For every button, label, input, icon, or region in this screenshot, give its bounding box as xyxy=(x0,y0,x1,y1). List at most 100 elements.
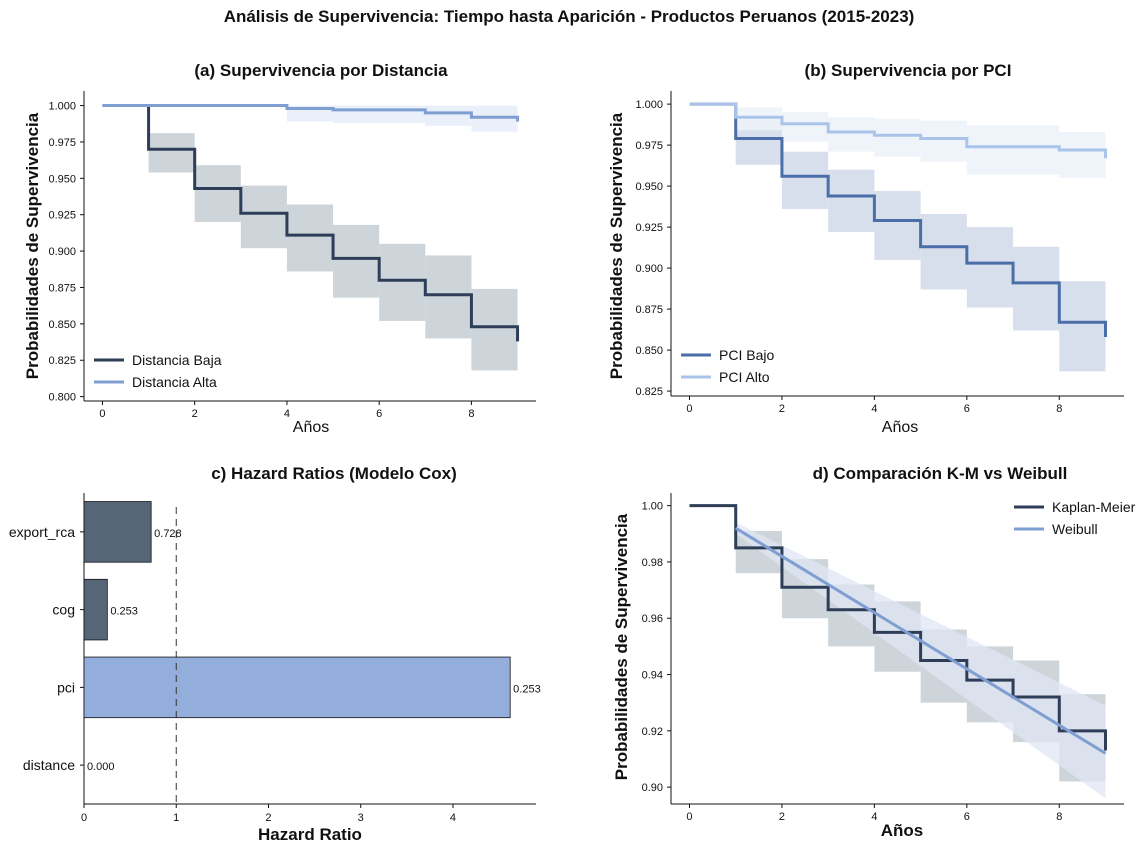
panel-b-y-tick-label: 0.825 xyxy=(635,386,663,398)
panel-c-value-label: 0.253 xyxy=(513,683,541,695)
panel-a-ci-band-0 xyxy=(379,243,426,321)
panel-b-legend-label: PCI Alto xyxy=(719,369,770,385)
panel-c-category-label: distance xyxy=(23,757,75,773)
panel-c-hazard-ratios: c) Hazard Ratios (Modelo Cox) Hazard Rat… xyxy=(9,464,541,844)
panel-a-y-tick-label: 0.825 xyxy=(48,355,76,367)
panel-c-title: c) Hazard Ratios (Modelo Cox) xyxy=(211,464,457,483)
panel-d-y-tick-label: 0.90 xyxy=(642,782,663,794)
panel-c-bar-pci xyxy=(83,656,511,719)
panel-d-ylabel: Probabilidades de Supervivencia xyxy=(612,513,631,780)
panel-c-bar-export_rca xyxy=(83,501,152,563)
panel-a-x-tick-label: 4 xyxy=(284,408,290,420)
panel-b-ylabel: Probabilidades de Supervivencia xyxy=(607,112,626,379)
panel-a-y-tick-label: 1.000 xyxy=(48,101,76,113)
panel-b-ci-band-0 xyxy=(828,169,875,233)
panel-a-survival-by-distance: (a) Supervivencia por Distancia Probabil… xyxy=(23,61,536,436)
panel-b-ci-band-1 xyxy=(828,117,875,152)
panel-c-xlabel: Hazard Ratio xyxy=(258,825,362,844)
panel-b-y-tick-label: 0.975 xyxy=(635,140,663,152)
panel-b-xlabel: Años xyxy=(882,419,918,436)
panel-a-y-tick-label: 0.950 xyxy=(48,173,76,185)
panel-b-legend-label: PCI Bajo xyxy=(719,347,774,363)
panel-a-x-tick-label: 6 xyxy=(376,408,382,420)
figure-title: Análisis de Supervivencia: Tiempo hasta … xyxy=(224,7,915,26)
panel-b-x-tick-label: 2 xyxy=(779,403,785,415)
panel-d-y-tick-label: 0.92 xyxy=(642,726,663,738)
panel-d-legend-label: Weibull xyxy=(1052,521,1098,537)
panel-a-y-tick-label: 0.900 xyxy=(48,246,76,258)
panel-a-series-line-0 xyxy=(102,104,520,342)
panel-c-value-label: 0.253 xyxy=(110,606,138,618)
panel-a-xlabel: Años xyxy=(293,419,329,436)
panel-b-y-tick-label: 0.950 xyxy=(635,181,663,193)
panel-a-x-tick-label: 8 xyxy=(468,408,474,420)
panel-a-y-tick-label: 0.800 xyxy=(48,392,76,404)
panel-b-series-line-0 xyxy=(689,102,1108,337)
panel-b-y-tick-label: 0.900 xyxy=(635,263,663,275)
panel-d-xlabel: Años xyxy=(881,821,924,840)
panel-d-x-tick-label: 0 xyxy=(686,811,692,823)
panel-a-ci-band-0 xyxy=(333,224,380,298)
panel-a-ci-band-0 xyxy=(425,255,472,339)
panel-a-series-line-1 xyxy=(102,104,520,122)
panel-b-ci-band-1 xyxy=(920,120,967,162)
panel-d-y-tick-label: 0.94 xyxy=(642,670,663,682)
panel-b-x-tick-label: 8 xyxy=(1056,403,1062,415)
panel-d-x-tick-label: 4 xyxy=(871,811,877,823)
panel-c-x-tick-label: 3 xyxy=(358,812,364,824)
panel-b-y-tick-label: 0.875 xyxy=(635,304,663,316)
panel-c-x-tick-label: 0 xyxy=(81,812,87,824)
panel-c-bar-cog xyxy=(83,578,108,641)
panel-d-title: d) Comparación K-M vs Weibull xyxy=(813,464,1068,483)
panel-b-y-tick-label: 1.000 xyxy=(635,99,663,111)
panel-b-ci-band-1 xyxy=(966,125,1014,175)
panel-d-y-tick-label: 0.98 xyxy=(642,557,663,569)
panel-d-series-line-0 xyxy=(689,504,1108,751)
panel-b-plot-area: 0 2 4 6 8 1.000 0.975 0.950 0.925 0.900 0.875 0.850… xyxy=(635,91,1124,415)
panel-a-legend-label: Distancia Baja xyxy=(132,352,222,368)
panel-b-series-line-1 xyxy=(689,102,1108,159)
panel-a-y-tick-label: 0.975 xyxy=(48,137,76,149)
panel-a-legend-label: Distancia Alta xyxy=(132,374,217,390)
panel-b-ci-band-0 xyxy=(966,227,1014,308)
panel-d-legend-label: Kaplan-Meier xyxy=(1052,499,1136,515)
panel-a-ci-band-1 xyxy=(333,105,380,124)
panel-a-ci-band-0 xyxy=(286,204,334,272)
panel-b-y-tick-label: 0.925 xyxy=(635,222,663,234)
panel-b-ci-band-1 xyxy=(874,118,921,157)
panel-b-title: (b) Supervivencia por PCI xyxy=(805,61,1012,80)
panel-d-plot-area: 0 2 4 6 8 1.00 0.98 0.96 0.94 0.92 0.90 Kaplan-Meie… xyxy=(642,493,1136,823)
panel-d-x-tick-label: 8 xyxy=(1056,811,1062,823)
panel-b-ci-band-0 xyxy=(781,151,829,210)
panel-c-x-tick-label: 2 xyxy=(265,812,271,824)
panel-a-ci-band-1 xyxy=(379,105,426,124)
panel-d-x-tick-label: 2 xyxy=(779,811,785,823)
panel-b-y-tick-label: 0.850 xyxy=(635,345,663,357)
panel-d-y-tick-label: 0.96 xyxy=(642,613,663,625)
panel-c-value-label: 0.728 xyxy=(154,528,182,540)
panel-c-x-tick-label: 4 xyxy=(450,812,456,824)
panel-d-series-line-1 xyxy=(734,526,1107,755)
panel-b-ci-band-1 xyxy=(781,112,829,142)
panel-b-ci-band-1 xyxy=(1013,125,1060,175)
panel-a-title: (a) Supervivencia por Distancia xyxy=(194,61,448,80)
panel-b-ci-band-0 xyxy=(920,213,967,290)
panel-d-km-vs-weibull: d) Comparación K-M vs Weibull Probabilid… xyxy=(612,464,1136,840)
panel-c-category-label: export_rca xyxy=(9,524,75,540)
panel-a-plot-area: 0 2 4 6 8 1.000 0.975 0.950 0.925 0.900 0.875 0.850… xyxy=(48,91,536,420)
panel-a-ci-band-0 xyxy=(194,165,241,222)
panel-a-ci-band-1 xyxy=(425,105,472,126)
panel-d-y-tick-label: 1.00 xyxy=(642,501,663,513)
panel-b-x-tick-label: 4 xyxy=(871,403,877,415)
panel-b-survival-by-pci: (b) Supervivencia por PCI Probabilidades… xyxy=(607,61,1124,436)
panel-a-x-tick-label: 0 xyxy=(99,408,105,420)
panel-b-ci-band-0 xyxy=(1013,246,1060,331)
panel-a-y-tick-label: 0.850 xyxy=(48,319,76,331)
panel-a-ci-band-0 xyxy=(148,133,195,173)
panel-b-ci-band-1 xyxy=(1059,131,1106,178)
panel-c-category-label: pci xyxy=(57,679,75,695)
panel-b-x-tick-label: 0 xyxy=(686,403,692,415)
panel-b-ci-band-0 xyxy=(1059,281,1106,372)
panel-a-x-tick-label: 2 xyxy=(192,408,198,420)
